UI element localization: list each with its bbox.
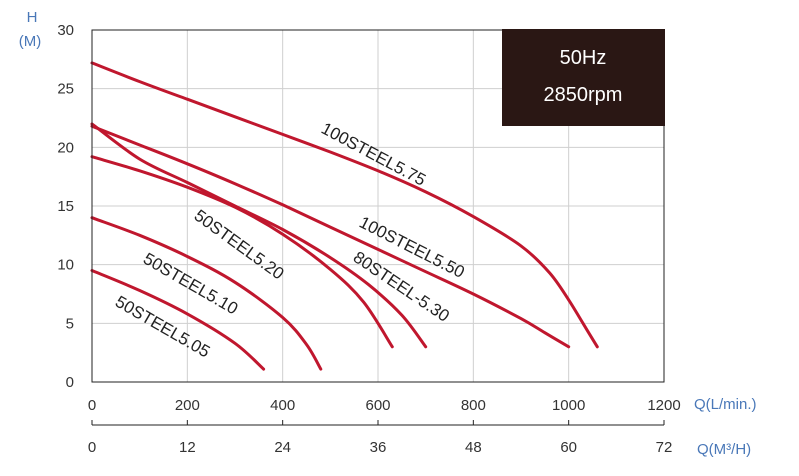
series-line — [90, 269, 266, 371]
y-axis-label-line1: H — [27, 9, 38, 26]
y-tick-label: 20 — [57, 139, 74, 156]
series-line — [90, 122, 428, 349]
badge-background — [502, 29, 665, 126]
series-line — [90, 124, 571, 349]
x2-tick-label: 0 — [88, 439, 96, 456]
x-tick-label: 0 — [88, 397, 96, 414]
x2-tick-label: 12 — [179, 439, 196, 456]
y-tick-label: 5 — [66, 315, 74, 332]
x-tick-label: 1000 — [552, 397, 585, 414]
series-line — [90, 61, 599, 349]
x2-tick-label: 60 — [560, 439, 577, 456]
x-axis-ticks: 0 200 400 600 800 1000 1200 — [88, 397, 681, 414]
series-label: 50STEEL5.20 — [191, 206, 288, 284]
y-tick-label: 25 — [57, 81, 74, 98]
y-tick-label: 30 — [57, 22, 74, 39]
y-axis-label-line2: (M) — [19, 33, 42, 50]
frequency-badge: 50Hz 2850rpm — [502, 29, 665, 126]
y-tick-label: 0 — [66, 374, 74, 391]
x-tick-label: 400 — [270, 397, 295, 414]
x-axis-label: Q(L/min.) — [694, 396, 757, 413]
x2-tick-label: 72 — [656, 439, 673, 456]
x2-tick-label: 48 — [465, 439, 482, 456]
x-tick-label: 600 — [365, 397, 390, 414]
x-tick-label: 800 — [461, 397, 486, 414]
series-line — [90, 216, 323, 371]
x-tick-label: 1200 — [647, 397, 680, 414]
performance-curves — [90, 61, 599, 371]
secondary-x-axis: 0 12 24 36 48 60 72 — [88, 420, 673, 456]
x-tick-label: 200 — [175, 397, 200, 414]
x2-axis-label: Q(M³/H) — [697, 441, 751, 458]
x2-tick-label: 24 — [274, 439, 291, 456]
series-line — [90, 155, 394, 349]
y-tick-label: 10 — [57, 257, 74, 274]
y-tick-label: 15 — [57, 198, 74, 215]
x2-tick-label: 36 — [370, 439, 387, 456]
badge-frequency: 50Hz — [560, 47, 607, 69]
badge-speed: 2850rpm — [544, 84, 623, 106]
y-axis-ticks: 0 5 10 15 20 25 30 — [57, 22, 74, 391]
plot-frame — [91, 29, 665, 383]
